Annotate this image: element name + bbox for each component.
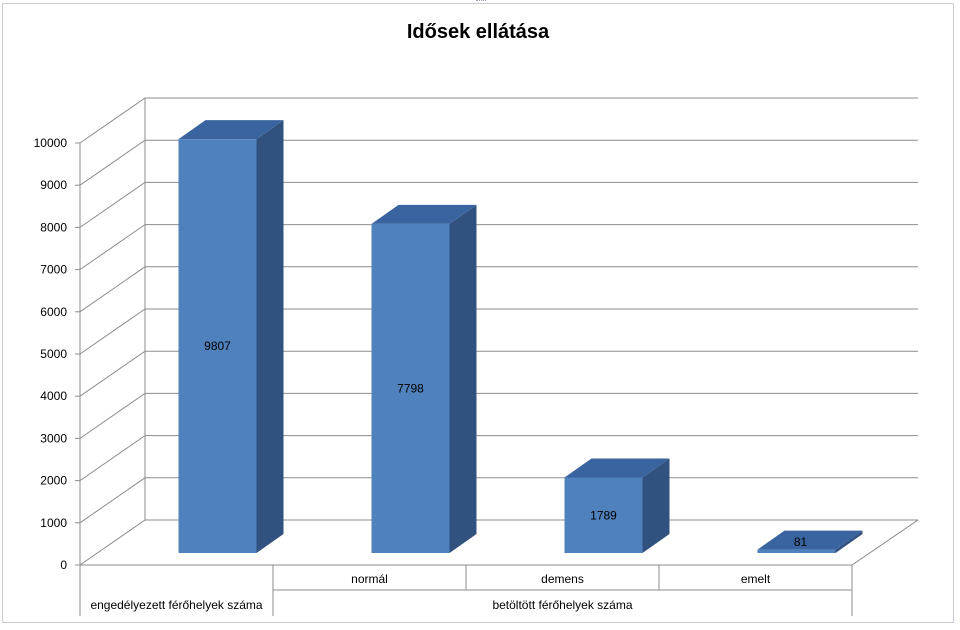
- y-tick-label: 6000: [40, 305, 67, 319]
- y-tick-label: 3000: [40, 431, 67, 445]
- bar-front-face: [564, 477, 643, 553]
- y-tick-label: 9000: [40, 178, 67, 192]
- y-tick-label: 8000: [40, 220, 67, 234]
- data-labels: 9807 7798 1789 81: [204, 339, 807, 549]
- bar-front-face: [757, 549, 836, 553]
- bar-side-face: [449, 204, 477, 554]
- bar: [178, 120, 284, 554]
- bar-side-face: [835, 530, 863, 553]
- chart-title: Idősek ellátása: [407, 21, 550, 43]
- bar-top-face: [371, 204, 477, 224]
- bar-top-face: [757, 530, 863, 550]
- y-tick-label: 5000: [40, 347, 67, 361]
- data-label: 81: [794, 535, 808, 549]
- category-axis: normál demens emelt engedélyezett férőhelye…: [79, 565, 853, 616]
- category-label: demens: [541, 572, 584, 586]
- category-label: normál: [351, 572, 388, 586]
- y-axis-ticks: 0 1000 2000 3000 4000 5000 6000 7000 8000 9000 100…: [34, 136, 80, 572]
- category-group-label: betöltött férőhelyek száma: [492, 598, 632, 612]
- category-label: emelt: [741, 572, 771, 586]
- category-group-label: engedélyezett férőhelyek száma: [90, 598, 262, 612]
- data-label: 9807: [204, 339, 231, 353]
- bar-side-face: [256, 120, 284, 554]
- bar-top-face: [564, 458, 670, 478]
- y-tick-label: 4000: [40, 389, 67, 403]
- y-tick-label: 0: [60, 558, 67, 572]
- bar-side-face: [642, 458, 670, 553]
- y-tick-label: 10000: [34, 136, 68, 150]
- data-label: 1789: [590, 508, 617, 522]
- bar: [371, 204, 477, 554]
- y-tick-label: 1000: [40, 516, 67, 530]
- bar-front-face: [178, 139, 257, 553]
- bar-front-face: [371, 223, 450, 554]
- bar: [564, 458, 670, 553]
- bar-top-face: [178, 120, 284, 140]
- y-tick-label: 2000: [40, 474, 67, 488]
- resize-handle-top[interactable]: [476, 0, 486, 7]
- y-tick-label: 7000: [40, 263, 67, 277]
- bars: [178, 120, 863, 554]
- data-label: 7798: [397, 381, 424, 395]
- bar: [757, 530, 863, 553]
